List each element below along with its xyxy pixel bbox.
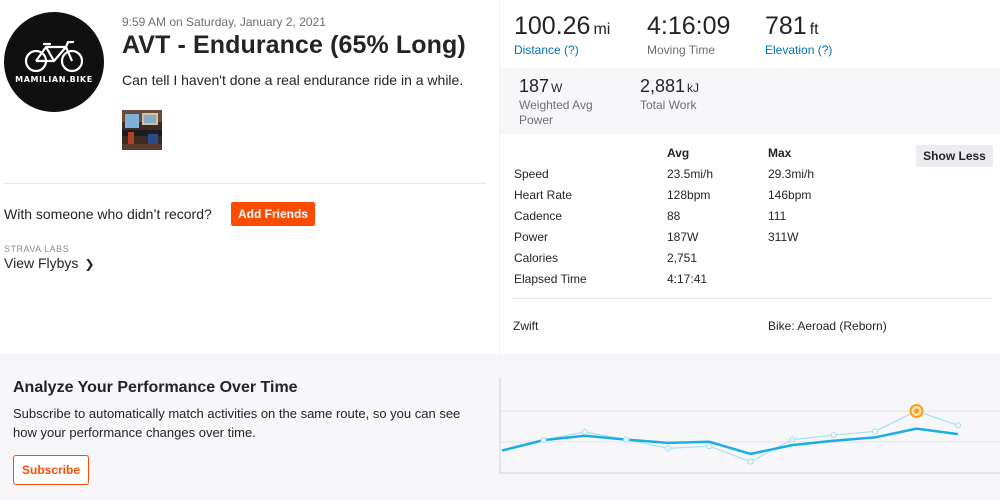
moving-time-value: 4:16:09 bbox=[647, 12, 731, 40]
activity-description: Can tell I haven't done a real endurance… bbox=[122, 72, 464, 88]
show-less-button[interactable]: Show Less bbox=[916, 145, 993, 167]
activity-photo-thumbnail[interactable] bbox=[122, 110, 162, 150]
promo-text: Subscribe to automatically match activit… bbox=[13, 406, 461, 440]
chart-point bbox=[830, 432, 837, 439]
moving-time-stat: 4:16:09 Moving Time bbox=[647, 12, 730, 57]
row-max: 146bpm bbox=[768, 188, 812, 202]
avg-column-header: Avg bbox=[667, 146, 690, 160]
chart-point bbox=[540, 437, 547, 444]
column-divider bbox=[499, 0, 500, 354]
max-column-header: Max bbox=[768, 146, 792, 160]
table-row: Speed 23.5mi/h 29.3mi/h bbox=[514, 167, 984, 188]
table-row: Cadence 88 111 bbox=[514, 209, 984, 230]
row-avg: 2,751 bbox=[667, 251, 698, 265]
activity-title: AVT - Endurance (65% Long) bbox=[122, 31, 466, 59]
total-work-stat: 2,881 kJ Total Work bbox=[640, 76, 699, 112]
weighted-power-unit: W bbox=[551, 81, 563, 95]
chart-trend-line bbox=[501, 427, 959, 456]
section-divider bbox=[4, 183, 486, 184]
distance-value: 100.26 bbox=[514, 12, 591, 40]
total-work-value: 2,881 bbox=[640, 76, 686, 96]
chart-point bbox=[747, 458, 754, 465]
elevation-label-link[interactable]: Elevation (?) bbox=[765, 43, 833, 57]
chart-point bbox=[664, 445, 671, 452]
row-label: Power bbox=[514, 230, 549, 244]
subscribe-button[interactable]: Subscribe bbox=[13, 455, 89, 485]
device-name: Zwift bbox=[513, 319, 539, 333]
distance-stat: 100.26 mi Distance (?) bbox=[514, 12, 610, 57]
row-label: Cadence bbox=[514, 209, 563, 223]
row-avg: 23.5mi/h bbox=[667, 167, 714, 181]
chart-point bbox=[581, 428, 589, 436]
weighted-power-value: 187 bbox=[519, 76, 550, 96]
chevron-right-icon: ❯ bbox=[84, 257, 95, 271]
details-divider bbox=[512, 298, 993, 299]
elevation-stat: 781 ft Elevation (?) bbox=[765, 12, 832, 57]
distance-unit: mi bbox=[593, 21, 611, 38]
view-flybys-link[interactable]: View Flybys ❯ bbox=[4, 255, 95, 271]
primary-stats: 100.26 mi Distance (?) 4:16:09 Moving Tim… bbox=[500, 0, 1000, 68]
strava-labs-label: STRAVA LABS bbox=[4, 244, 70, 254]
elevation-value: 781 bbox=[765, 12, 807, 40]
moving-time-label: Moving Time bbox=[647, 43, 716, 57]
table-row: Elapsed Time 4:17:41 bbox=[514, 272, 984, 293]
chart-point bbox=[706, 443, 713, 450]
matched-activities-promo: Analyze Your Performance Over Time Subsc… bbox=[0, 354, 1000, 500]
row-avg: 128bpm bbox=[667, 188, 711, 202]
weighted-power-stat: 187 W Weighted Avg Power bbox=[519, 76, 593, 127]
secondary-stats: 187 W Weighted Avg Power 2,881 kJ Total Wo… bbox=[500, 68, 1000, 134]
row-avg: 88 bbox=[667, 209, 681, 223]
weighted-power-label-1: Weighted Avg bbox=[519, 98, 593, 112]
promo-title: Analyze Your Performance Over Time bbox=[13, 379, 298, 396]
distance-label-link[interactable]: Distance (?) bbox=[514, 43, 579, 57]
performance-trend-chart bbox=[499, 378, 1000, 474]
row-label: Speed bbox=[514, 167, 549, 181]
row-label: Heart Rate bbox=[514, 188, 573, 202]
row-max: 111 bbox=[768, 209, 787, 223]
table-row: Heart Rate 128bpm 146bpm bbox=[514, 188, 984, 209]
total-work-unit: kJ bbox=[687, 81, 700, 95]
chart-point bbox=[871, 428, 879, 435]
view-flybys-label: View Flybys bbox=[4, 255, 79, 271]
add-friends-button[interactable]: Add Friends bbox=[231, 202, 315, 226]
chart-point bbox=[623, 436, 630, 443]
row-max: 29.3mi/h bbox=[768, 167, 815, 181]
table-row: Power 187W 311W bbox=[514, 230, 984, 251]
chart-point bbox=[789, 436, 796, 443]
weighted-power-label-2: Power bbox=[519, 113, 554, 127]
row-avg: 4:17:41 bbox=[667, 272, 708, 286]
row-avg: 187W bbox=[667, 230, 699, 244]
bicycle-icon bbox=[24, 40, 84, 72]
avatar-logo-text: MAMILIAN.BIKE bbox=[15, 74, 93, 84]
total-work-label: Total Work bbox=[640, 98, 697, 112]
row-label: Elapsed Time bbox=[514, 272, 587, 286]
with-someone-prompt: With someone who didn’t record? bbox=[4, 206, 212, 222]
row-label: Calories bbox=[514, 251, 559, 265]
athlete-avatar[interactable]: MAMILIAN.BIKE bbox=[4, 12, 104, 112]
activity-timestamp: 9:59 AM on Saturday, January 2, 2021 bbox=[122, 15, 326, 29]
chart-point bbox=[954, 422, 962, 429]
table-row: Calories 2,751 bbox=[514, 251, 984, 272]
bike-name: Bike: Aeroad (Reborn) bbox=[768, 319, 887, 333]
chart-highlight-point-center bbox=[914, 408, 920, 414]
elevation-unit: ft bbox=[809, 21, 819, 38]
row-max: 311W bbox=[768, 230, 799, 244]
